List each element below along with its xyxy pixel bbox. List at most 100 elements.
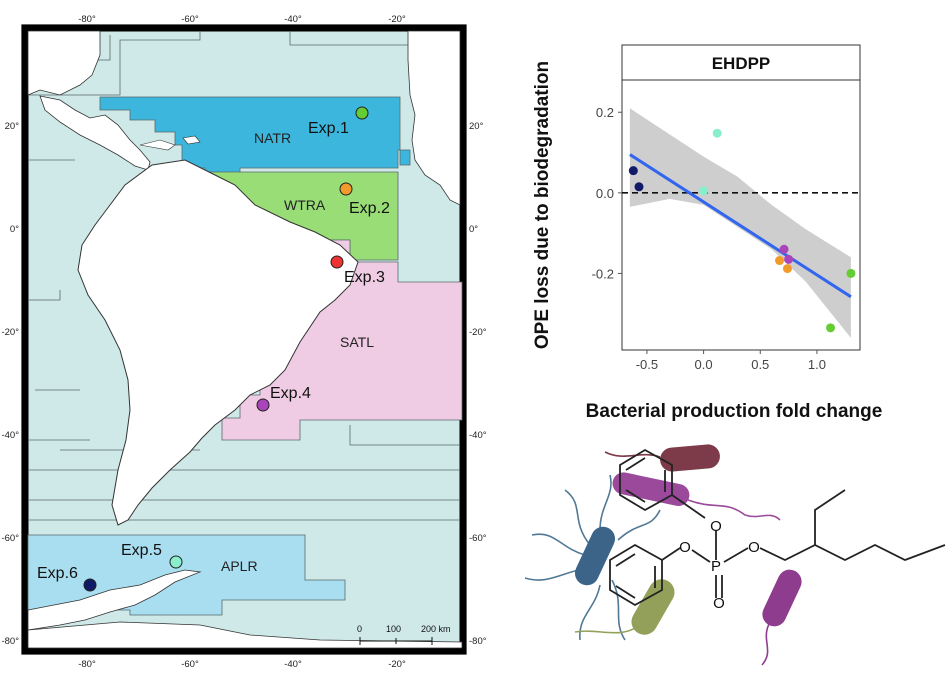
south-america-land (77, 159, 359, 526)
confidence-band (629, 108, 851, 338)
chart-title-strip (621, 44, 861, 81)
left-tick: -40° (1, 430, 19, 441)
experiment-marker-6[interactable] (83, 578, 97, 592)
x-tick-label: -0.5 (636, 357, 658, 372)
bond-ring-o1 (671, 494, 706, 519)
map-bottom-ticks: -80° -60° -40° -20° (78, 659, 406, 670)
scale-bar-line (359, 637, 433, 645)
map-right-ticks: 20° 0° -20° -40° -60° -80° (469, 121, 487, 647)
y-tick-label: -0.2 (592, 266, 614, 281)
bottom-tick: -60° (181, 659, 199, 670)
regression-line (629, 153, 852, 299)
right-tick: 20° (469, 121, 484, 132)
right-tick: 0° (469, 224, 478, 235)
bacterium-green (631, 579, 675, 635)
atom-o: O (710, 518, 722, 535)
experiment-marker-3[interactable] (330, 255, 344, 269)
atom-o: O (748, 539, 760, 556)
bacterium-red (660, 444, 720, 472)
experiment-label-3: Exp.3 (344, 269, 385, 286)
data-point (628, 166, 638, 176)
scale-bar: 0 100 200 km (357, 624, 451, 645)
experiment-marker-2[interactable] (339, 182, 353, 196)
province-label-natr: NATR (254, 130, 291, 146)
molecule-atoms: O O P O O (679, 518, 760, 612)
y-tick-label: 0.2 (596, 105, 614, 120)
chart-layer: -0.5 0.0 0.5 1.0 0.2 0.0 -0.2 (592, 105, 860, 372)
right-tick: -60° (469, 533, 487, 544)
bacterium-green-flagellum (574, 624, 641, 634)
data-point (782, 264, 792, 274)
top-tick: -20° (388, 14, 406, 25)
data-point (775, 256, 785, 266)
chart-panel: EHDPP -0.5 0.0 0.5 1.0 0.2 0.0 -0.2 Bacterial … (532, 44, 883, 422)
y-axis-label: OPE loss due to biodegradation (532, 61, 553, 349)
left-tick: 20° (5, 121, 20, 132)
experiment-label-5: Exp.5 (121, 542, 162, 559)
left-tick: -80° (1, 636, 19, 647)
left-tick: -20° (1, 327, 19, 338)
map-panel: -80° -60° -40° -20° -80° -60° -40° -20° … (1, 14, 486, 670)
caribbean-islands (139, 135, 201, 151)
atom-p: P (711, 558, 721, 575)
central-america-land (39, 95, 151, 171)
bottom-tick: -80° (78, 659, 96, 670)
top-tick: -60° (181, 14, 199, 25)
map-outer-frame (21, 24, 467, 655)
experiment-label-4: Exp.4 (270, 385, 311, 402)
data-point (699, 186, 709, 196)
experiment-marker-4[interactable] (256, 398, 270, 412)
right-tick: -80° (469, 636, 487, 647)
bacterium-purple (612, 472, 690, 507)
province-labels: NATR WTRA SATL APLR (221, 130, 374, 574)
atom-o: O (679, 539, 691, 556)
scale-label-0: 0 (357, 624, 362, 634)
ethylhexyl-chain (759, 543, 946, 562)
right-tick: -40° (469, 430, 487, 441)
experiment-marker-1[interactable] (355, 106, 369, 120)
experiment-sites: Exp.1 Exp.2 Exp.3 Exp.4 Exp.5 Exp.6 (37, 106, 390, 592)
map-top-ticks: -80° -60° -40° -20° (78, 14, 406, 25)
scale-label-100: 100 (386, 624, 401, 634)
bacterium-magenta (762, 569, 802, 627)
bacterium-blue (574, 526, 616, 586)
experiment-label-1: Exp.1 (308, 120, 349, 137)
top-tick: -40° (284, 14, 302, 25)
phosphate-bonds (691, 530, 749, 598)
atom-o: O (713, 595, 725, 612)
left-tick: 0° (10, 224, 19, 235)
phenyl-ring-bottom (609, 543, 663, 607)
x-tick-label: 1.0 (808, 357, 826, 372)
bacterium-magenta-flagellum (761, 621, 771, 666)
data-point (826, 323, 836, 333)
data-point (712, 128, 722, 138)
left-tick: -60° (1, 533, 19, 544)
experiment-marker-5[interactable] (169, 555, 183, 569)
experiment-label-6: Exp.6 (37, 565, 78, 582)
africa-land (407, 30, 461, 206)
scale-label-200: 200 km (421, 624, 451, 634)
y-tick-label: 0.0 (596, 186, 614, 201)
province-label-satl: SATL (340, 334, 374, 350)
province-label-aplr: APLR (221, 558, 258, 574)
x-tick-label: 0.5 (751, 357, 769, 372)
chart-title: EHDPP (712, 54, 771, 73)
province-natr[interactable] (99, 96, 411, 174)
data-point (779, 244, 789, 254)
x-axis-label: Bacterial production fold change (586, 401, 883, 422)
data-point (634, 182, 644, 192)
right-tick: -20° (469, 327, 487, 338)
bottom-tick: -40° (284, 659, 302, 670)
data-point (846, 268, 856, 278)
province-label-wtra: WTRA (284, 197, 326, 213)
map-left-ticks: 20° 0° -20° -40° -60° -80° (1, 121, 19, 647)
molecule-ehdpp (609, 448, 946, 607)
antarctic-peninsula-land (27, 569, 202, 631)
antarctica-land (27, 621, 463, 649)
x-tick-label: 0.0 (695, 357, 713, 372)
illustration: O O P O O (524, 444, 946, 666)
experiment-label-2: Exp.2 (349, 200, 390, 217)
data-point (784, 254, 794, 264)
bacterium-purple-flagellum (687, 499, 781, 521)
